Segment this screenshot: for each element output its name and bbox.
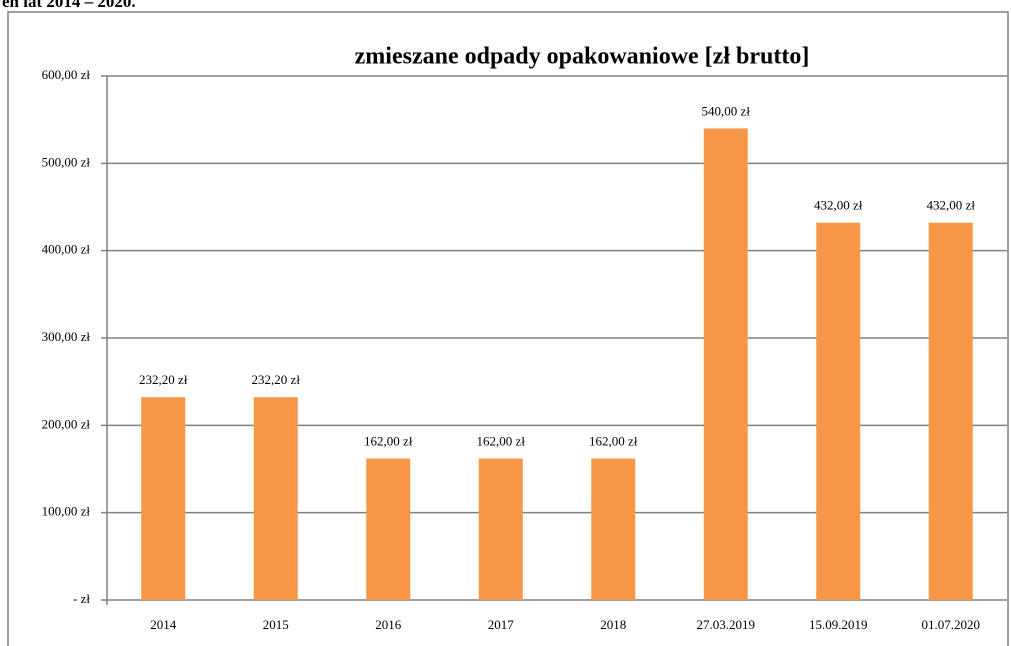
- x-tick-label: 2016: [375, 617, 402, 632]
- x-tick-label: 2015: [263, 617, 289, 632]
- page-heading: eń lat 2014 – 2020.: [2, 0, 136, 11]
- bar: [141, 397, 186, 600]
- x-tick-label: 2017: [488, 617, 515, 632]
- y-tick-label: 200,00 zł: [42, 416, 91, 431]
- y-tick-label: 100,00 zł: [42, 504, 91, 519]
- data-label: 232,20 zł: [139, 372, 188, 387]
- x-tick-label: 15.09.2019: [809, 617, 868, 632]
- x-tick-label: 2018: [600, 617, 626, 632]
- chart-border: [7, 11, 1009, 646]
- data-label: 162,00 zł: [364, 434, 413, 449]
- bar: [366, 458, 411, 600]
- y-tick-label: 600,00 zł: [42, 67, 91, 82]
- y-tick-label: 400,00 zł: [42, 242, 91, 257]
- data-label: 432,00 zł: [927, 198, 976, 213]
- bar: [478, 458, 523, 600]
- bar: [253, 397, 298, 600]
- x-tick-label: 01.07.2020: [922, 617, 981, 632]
- x-tick-label: 2014: [150, 617, 177, 632]
- y-tick-label: 300,00 zł: [42, 329, 91, 344]
- bar: [816, 222, 861, 600]
- bar: [928, 222, 973, 600]
- bar: [591, 458, 636, 600]
- y-tick-label: 500,00 zł: [42, 154, 91, 169]
- y-tick-label: - zł: [73, 591, 90, 606]
- data-label: 540,00 zł: [702, 103, 751, 118]
- bar: [703, 128, 748, 600]
- data-label: 432,00 zł: [814, 198, 863, 213]
- chart-title: zmieszane odpady opakowaniowe [zł brutto…: [355, 44, 810, 70]
- data-label: 232,20 zł: [252, 372, 301, 387]
- x-tick-label: 27.03.2019: [697, 617, 756, 632]
- data-label: 162,00 zł: [589, 434, 638, 449]
- data-label: 162,00 zł: [477, 434, 526, 449]
